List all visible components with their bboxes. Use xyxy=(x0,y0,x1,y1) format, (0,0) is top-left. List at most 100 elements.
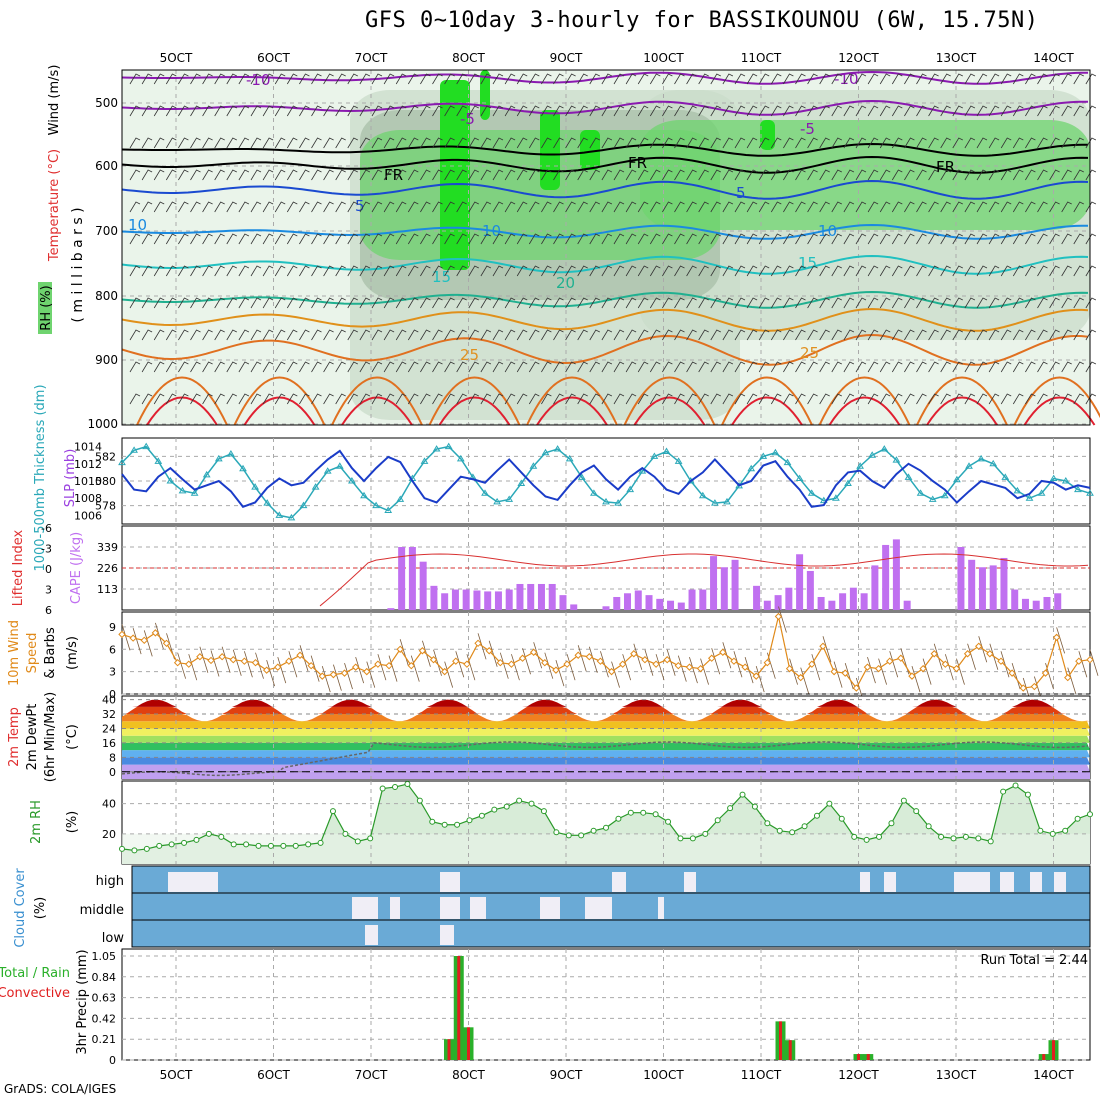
wind-barb xyxy=(504,105,516,117)
wind-barb xyxy=(359,361,371,373)
wind10-point xyxy=(485,647,493,655)
thickness-point xyxy=(868,451,877,458)
x-tick-bottom: 11OCT xyxy=(741,1068,782,1082)
precip-tick-label: 0.63 xyxy=(92,992,117,1005)
wind-barb xyxy=(1073,361,1084,373)
wind-barb xyxy=(916,137,927,149)
wind-barb xyxy=(1037,361,1048,373)
wind-barb xyxy=(504,201,516,213)
wind-barb xyxy=(153,265,165,277)
wind10-point xyxy=(819,642,827,650)
rh2m-point xyxy=(131,847,138,854)
wind-barb xyxy=(238,201,250,213)
wind-barb xyxy=(274,297,286,309)
rh-high-shade xyxy=(480,70,490,120)
x-tick-top: 11OCT xyxy=(741,51,782,65)
wind10-point xyxy=(808,660,816,668)
wind-barb xyxy=(795,169,806,181)
rh2m-point xyxy=(329,808,336,815)
wind-barb xyxy=(323,137,334,149)
thickness-point xyxy=(1001,473,1010,480)
wind10-barb xyxy=(488,640,498,667)
wind-barb xyxy=(589,73,600,85)
wind-barb xyxy=(686,73,697,85)
cape-bar xyxy=(548,583,556,610)
cape-bar xyxy=(785,587,793,610)
wind-barb xyxy=(178,265,189,277)
x-tick-bottom: 6OCT xyxy=(257,1068,290,1082)
wind-barb xyxy=(807,105,818,117)
cape-tick-label: 226 xyxy=(97,562,118,575)
wind-barb xyxy=(831,233,842,245)
isotherm-arch xyxy=(828,396,901,426)
wind-barb xyxy=(238,393,250,405)
wind-barb xyxy=(432,201,443,213)
wind-barb xyxy=(964,73,976,85)
wind-barb xyxy=(1025,393,1036,405)
wind-barb xyxy=(722,105,734,117)
wind-barb xyxy=(952,169,963,181)
wind-barb xyxy=(601,393,613,405)
wind-barb xyxy=(153,73,165,85)
wind-barb xyxy=(952,361,963,373)
wind-barb xyxy=(831,105,842,117)
wind-barb xyxy=(407,73,419,85)
wind-barb xyxy=(274,393,286,405)
wind-barb xyxy=(286,233,298,245)
wind-ylabel-1: 10m Wind xyxy=(7,620,22,686)
wind-barb xyxy=(226,169,237,181)
wind-barb xyxy=(831,297,842,309)
wind10-barb xyxy=(711,648,721,675)
thickness-point xyxy=(263,499,272,506)
wind-barb xyxy=(940,393,951,405)
wind-barb xyxy=(686,393,697,405)
wind-barb xyxy=(262,265,274,277)
wind-barb xyxy=(976,169,988,181)
wind-barb xyxy=(190,169,201,181)
wind-barb xyxy=(286,169,298,181)
wind-barb xyxy=(625,73,637,85)
thickness-point xyxy=(614,499,622,506)
rh2m-point xyxy=(1049,830,1056,837)
wind10-barb xyxy=(511,654,520,681)
wind-barb xyxy=(1000,393,1012,405)
wind-barb xyxy=(613,105,625,117)
cape-bar xyxy=(634,590,642,610)
wind-barb xyxy=(238,137,250,149)
wind-barb xyxy=(468,297,479,309)
pressure-tick-label: 1000 xyxy=(87,417,118,431)
wind-barb xyxy=(928,265,939,277)
wind-barb xyxy=(165,201,177,213)
wind-barb xyxy=(577,137,588,149)
wind-barb xyxy=(964,201,976,213)
wind-barb xyxy=(238,233,250,245)
wind-barb xyxy=(492,137,504,149)
wind-barb xyxy=(783,105,794,117)
wind10-barb xyxy=(499,652,509,679)
wind-barb xyxy=(323,201,334,213)
slp-tick-label: 1012 xyxy=(74,458,102,471)
wind-barb xyxy=(1085,393,1097,405)
contour-label: 20 xyxy=(556,274,575,292)
wind-barb xyxy=(589,105,600,117)
isotherm-arch xyxy=(536,396,608,426)
wind-barb xyxy=(178,233,189,245)
wind-barb xyxy=(976,137,988,149)
wind-barb xyxy=(492,297,504,309)
cape-bar xyxy=(398,547,406,610)
rh2m-point xyxy=(255,842,262,849)
thickness-point xyxy=(529,462,538,469)
wind10-point xyxy=(908,672,916,680)
wind-barb xyxy=(383,265,395,277)
wind-barb xyxy=(432,265,443,277)
cloud-high-block xyxy=(1054,872,1066,892)
wind-ylabel-2: Speed xyxy=(25,633,40,674)
thickness-point xyxy=(940,491,949,499)
wind-barb xyxy=(1061,73,1072,85)
wind-barb xyxy=(1012,169,1024,181)
wind10-barb xyxy=(655,654,665,681)
wind-barb xyxy=(577,393,588,405)
wind10-barb xyxy=(822,636,832,663)
wind-barb xyxy=(153,169,165,181)
wind-barb xyxy=(904,233,915,245)
